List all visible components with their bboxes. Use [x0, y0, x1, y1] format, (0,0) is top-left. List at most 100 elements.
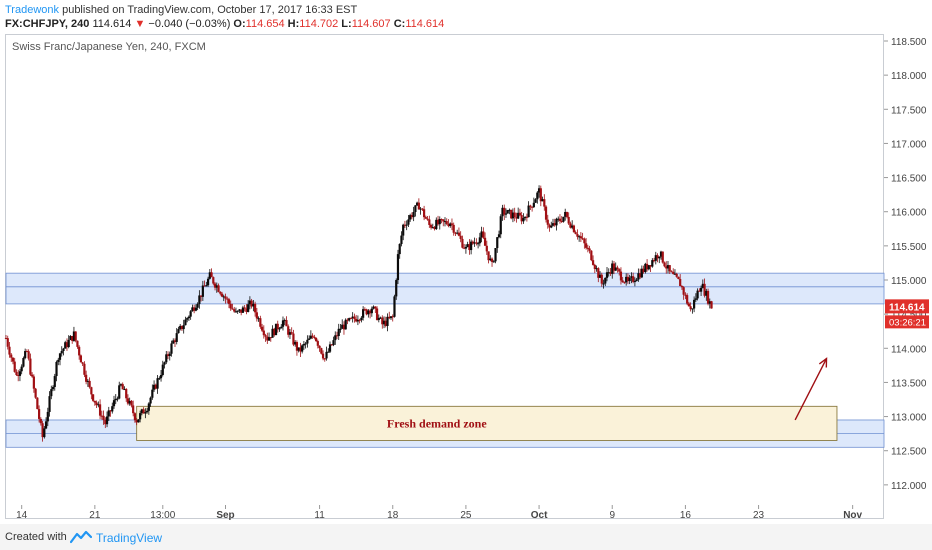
high-label: H:: [287, 18, 300, 30]
candle-body: [29, 358, 32, 375]
candle-body: [55, 361, 58, 377]
candle-body: [557, 218, 560, 220]
x-tick-label: 9: [609, 510, 615, 521]
candle-body: [402, 224, 405, 236]
candle-body: [210, 272, 213, 278]
candle-body: [689, 306, 692, 310]
candle-body: [206, 278, 210, 286]
candle-body: [470, 241, 473, 251]
candle-body: [137, 419, 140, 423]
candle-body: [532, 202, 535, 208]
candle-body: [292, 333, 295, 345]
candle-body: [564, 211, 567, 217]
candle-body: [184, 319, 187, 326]
candle-body: [290, 332, 293, 334]
tradingview-logo-icon[interactable]: [69, 530, 93, 547]
candle-body: [591, 260, 595, 265]
candle-body: [618, 269, 621, 272]
candle-body: [687, 303, 690, 307]
open-label: O:: [233, 18, 246, 30]
candle-body: [273, 328, 276, 336]
candle-body: [628, 277, 631, 282]
candle-body: [428, 219, 431, 225]
candle-body: [102, 415, 105, 421]
candle-body: [196, 303, 199, 308]
candle-body: [175, 333, 178, 342]
tradingview-brand-link[interactable]: TradingView: [96, 531, 163, 545]
candle-body: [243, 307, 246, 309]
candle-body: [389, 316, 393, 319]
candle-body: [501, 207, 504, 217]
candle-body: [248, 300, 251, 305]
candle-body: [294, 342, 297, 345]
candle-body: [6, 338, 9, 347]
last-price: 114.614: [92, 18, 132, 30]
candle-body: [98, 404, 102, 416]
candle-body: [208, 272, 211, 279]
candle-body: [226, 298, 229, 300]
candle-body: [86, 380, 89, 382]
candle-body: [396, 254, 400, 281]
candle-body: [539, 188, 542, 202]
candle-body: [438, 218, 441, 225]
candle-body: [405, 224, 408, 226]
candle-body: [64, 342, 67, 349]
candle-body: [309, 335, 312, 339]
candle-body: [121, 384, 124, 390]
candle-body: [351, 316, 354, 319]
candle-body: [368, 310, 372, 314]
x-tick-label: 23: [753, 510, 765, 521]
candle-body: [447, 223, 450, 227]
candle-body: [234, 311, 238, 313]
trend-arrow-line[interactable]: [794, 358, 828, 421]
candle-body: [50, 389, 53, 397]
candle-body: [597, 268, 600, 278]
candle-body: [144, 412, 147, 414]
candle-body: [433, 227, 436, 230]
quote-line: FX:CHFJPY, 240 114.614 ▼ −0.040 (−0.03%)…: [5, 18, 444, 30]
candle-body: [426, 218, 429, 220]
x-tick-label: Nov: [843, 510, 862, 521]
candle-body: [308, 338, 311, 340]
candle-body: [220, 293, 224, 297]
low-label: L:: [341, 18, 352, 30]
candle-body: [696, 290, 699, 299]
price-chart[interactable]: Swiss Franc/Japanese Yen, 240, FXCM Fres…: [0, 0, 932, 524]
symbol-label[interactable]: FX:CHFJPY, 240: [5, 18, 90, 30]
candle-body: [177, 329, 180, 334]
candle-body: [654, 255, 657, 261]
demand-zone-box[interactable]: [136, 405, 838, 441]
candle-body: [156, 378, 159, 389]
candle-body: [370, 308, 373, 314]
y-tick-label: 114.000: [891, 344, 927, 355]
candle-body: [623, 282, 626, 284]
demand-zone-label: Fresh demand zone: [387, 416, 487, 430]
candle-body: [17, 375, 20, 377]
candle-body: [593, 264, 596, 269]
candle-body: [335, 335, 339, 337]
created-with-text: Created with: [5, 531, 67, 543]
candle-body: [409, 215, 412, 220]
candle-body: [672, 271, 675, 275]
candle-body: [562, 216, 565, 222]
candle-body: [280, 326, 283, 329]
candle-body: [316, 341, 319, 346]
candle-body: [330, 344, 333, 346]
zone-band-0[interactable]: [5, 272, 885, 305]
author-link[interactable]: Tradewonk: [5, 4, 60, 16]
candle-body: [85, 374, 88, 382]
candle-body: [410, 215, 414, 218]
candle-body: [31, 374, 34, 377]
candle-body: [57, 359, 60, 362]
candle-body: [586, 247, 589, 249]
candle-body: [362, 309, 365, 318]
candle-body: [114, 398, 117, 401]
candle-body: [626, 276, 630, 282]
candle-body: [544, 206, 548, 220]
candle-body: [83, 363, 86, 375]
candle-body: [490, 258, 494, 262]
candle-body: [424, 217, 427, 219]
candle-body: [119, 384, 123, 386]
candle-body: [607, 272, 610, 274]
candle-body: [58, 353, 62, 360]
